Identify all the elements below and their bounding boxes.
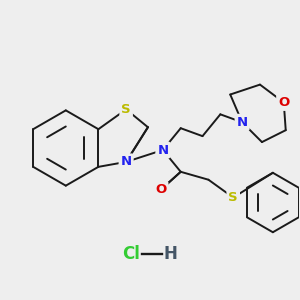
Text: O: O <box>155 183 167 196</box>
Text: S: S <box>228 191 238 204</box>
Text: Cl: Cl <box>122 245 140 263</box>
Text: O: O <box>278 96 290 109</box>
Text: N: N <box>237 116 248 129</box>
Text: H: H <box>164 245 178 263</box>
Text: N: N <box>121 155 132 168</box>
Text: S: S <box>121 103 131 116</box>
Text: N: N <box>157 143 168 157</box>
